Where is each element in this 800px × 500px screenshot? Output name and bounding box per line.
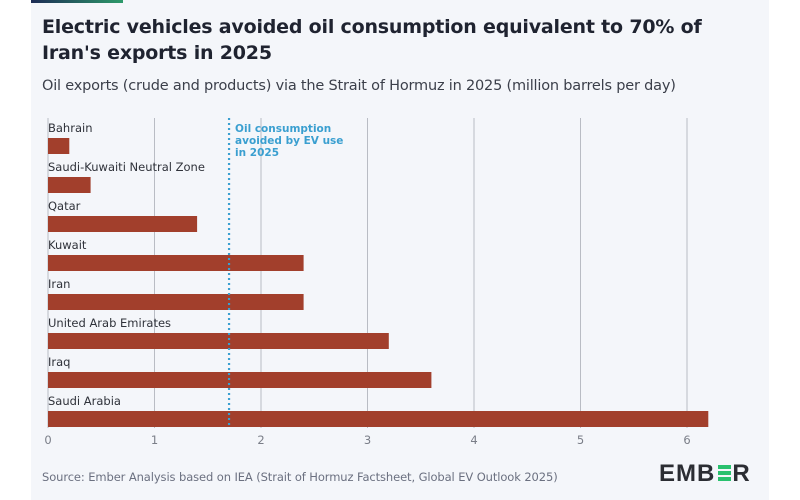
tick-label-6: 6 xyxy=(683,433,690,447)
category-labels: Bahrain Saudi-Kuwaiti Neutral Zone Qatar Ku… xyxy=(48,121,205,408)
bar-iran xyxy=(48,294,304,310)
logo-e-icon xyxy=(716,464,732,482)
reference-annotation-line: in 2025 xyxy=(235,147,279,159)
tick-label-1: 1 xyxy=(151,433,158,447)
category-label: Iraq xyxy=(48,355,70,369)
brand-accent-bar xyxy=(31,0,123,3)
category-label: Kuwait xyxy=(48,238,87,252)
category-label: United Arab Emirates xyxy=(48,316,171,330)
source-note: Source: Ember Analysis based on IEA (Str… xyxy=(42,470,558,484)
bar-iraq xyxy=(48,372,432,388)
category-label: Qatar xyxy=(48,199,81,213)
logo-text-left: EMB xyxy=(659,460,716,487)
tick-label-5: 5 xyxy=(577,433,584,447)
tick-label-0: 0 xyxy=(44,433,51,447)
tick-label-2: 2 xyxy=(257,433,264,447)
x-axis-ticks: 0 1 2 3 4 5 6 xyxy=(44,433,690,447)
reference-annotation-line: avoided by EV use xyxy=(235,135,343,147)
bar-united-arab-emirates xyxy=(48,333,389,349)
bar-saudi-arabia xyxy=(48,411,709,427)
tick-label-3: 3 xyxy=(364,433,371,447)
category-label: Iran xyxy=(48,277,70,291)
category-label: Saudi Arabia xyxy=(48,394,121,408)
ember-logo: EMB R xyxy=(659,460,751,488)
bar-bahrain xyxy=(48,138,70,154)
logo-text-right: R xyxy=(732,460,751,487)
category-label: Saudi-Kuwaiti Neutral Zone xyxy=(48,160,205,174)
bar-kuwait xyxy=(48,255,304,271)
bar-saudi-kuwaiti-neutral-zone xyxy=(48,177,91,193)
tick-label-4: 4 xyxy=(470,433,477,447)
bars xyxy=(48,138,709,427)
chart-subtitle: Oil exports (crude and products) via the… xyxy=(42,78,676,94)
bar-qatar xyxy=(48,216,198,232)
category-label: Bahrain xyxy=(48,121,92,135)
reference-annotation-line: Oil consumption xyxy=(235,123,331,135)
chart-title: Electric vehicles avoided oil consumptio… xyxy=(42,16,702,64)
